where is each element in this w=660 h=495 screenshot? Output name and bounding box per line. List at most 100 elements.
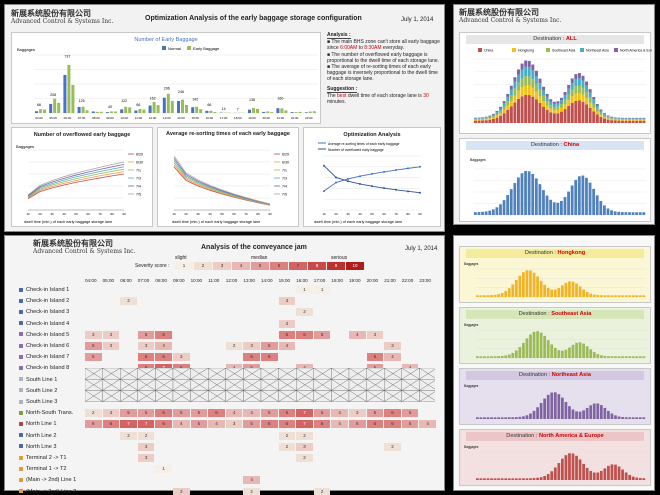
bar-tick-14: 18:00 xyxy=(234,116,242,120)
opt-series-2 xyxy=(323,165,421,194)
analysis-heading: Analysis : xyxy=(327,32,351,40)
bar-tick-18: 22:00 xyxy=(291,116,299,120)
bar-label-3: 125 xyxy=(79,99,85,103)
destination-panel: 新展系统股份有限公司 Advanced Control & Systems Inc… xyxy=(453,4,655,225)
svg-text:10: 10 xyxy=(172,212,176,216)
jam-cell: 6 xyxy=(278,330,296,339)
bar-label-2: 737 xyxy=(64,55,70,59)
company-logo-2: 新展系统股份有限公司 Advanced Control & Systems Inc… xyxy=(33,238,136,255)
bar-tick-9: 13:00 xyxy=(163,116,171,120)
conveyance-jam-panel: 新展系统股份有限公司 Advanced Control & Systems Inc… xyxy=(4,235,445,495)
hour-14:00: 14:00 xyxy=(261,278,273,283)
jam-cell: 3 xyxy=(366,330,384,339)
dest-all-chart: Destination : ALL China Hongkong Southeast… xyxy=(459,32,652,134)
bar-tick-2: 06:00 xyxy=(64,116,72,120)
jam-cell: 3 xyxy=(102,409,120,418)
hour-13:00: 13:00 xyxy=(243,278,255,283)
jam-cell: 4 xyxy=(208,420,225,429)
bar-tick-13: 17:00 xyxy=(220,116,228,120)
legend-4: 7/4 xyxy=(282,185,287,189)
jam-cell: 4 xyxy=(155,342,172,350)
svg-text:60: 60 xyxy=(382,212,386,216)
legend-1: 6/30 xyxy=(136,161,143,165)
hour-11:00: 11:00 xyxy=(208,278,220,283)
jam-row-label: Check-in Island 6 xyxy=(19,343,69,349)
svg-text:50: 50 xyxy=(370,212,374,216)
suggestion-heading: Suggestion : xyxy=(327,85,358,93)
bar-tick-17: 21:00 xyxy=(277,116,285,120)
jam-cell: 7 xyxy=(296,420,313,429)
bar-tick-6: 10:00 xyxy=(120,116,128,120)
bar-tick-5: 09:00 xyxy=(106,116,114,120)
bar-tick-7: 11:00 xyxy=(135,116,143,120)
bar-19-1 xyxy=(308,111,312,113)
jam-cell: 2 xyxy=(243,487,260,495)
optimization-title: Optimization Analysis xyxy=(343,132,401,138)
jam-cell: 6 xyxy=(137,353,155,362)
bar-11-0 xyxy=(191,107,195,113)
bar-6-1 xyxy=(124,106,128,113)
bar-1-2 xyxy=(57,102,61,113)
jam-row-label: Check-in Island 5 xyxy=(19,332,69,338)
hour-04:00: 04:00 xyxy=(85,278,97,283)
hour-08:00: 08:00 xyxy=(155,278,167,283)
jam-cell: 7 xyxy=(296,409,313,418)
bar-15-0 xyxy=(248,109,251,113)
series-1 xyxy=(173,164,271,206)
jam-cell: 2 xyxy=(313,487,331,495)
y-label: Baggages xyxy=(17,47,35,52)
bar-15-1 xyxy=(252,107,255,113)
jam-cell: 3 xyxy=(102,342,120,350)
resort-title: Average re-sorting times of each early b… xyxy=(166,131,290,137)
hour-20:00: 20:00 xyxy=(366,278,379,283)
jam-cell: 2 xyxy=(296,308,313,317)
bar-label-15: 138 xyxy=(249,98,255,102)
svg-text:30: 30 xyxy=(50,212,54,216)
jam-cell: 6 xyxy=(243,353,260,362)
jam-cell: 6 xyxy=(155,420,172,429)
jam-row-label: North Line 1 xyxy=(19,421,56,427)
hour-15:00: 15:00 xyxy=(278,278,291,283)
jam-cell: 2 xyxy=(225,342,243,350)
legend-0: 6/29 xyxy=(282,153,289,157)
svg-text:60: 60 xyxy=(232,212,236,216)
jam-cell: 4 xyxy=(278,342,296,350)
opt-legend-2: Number of overflowed early baggage xyxy=(328,148,384,152)
jam-cell: 3 xyxy=(137,442,155,451)
series-4 xyxy=(27,164,125,197)
severity-3: 3 xyxy=(213,262,231,270)
opt-xlabel: dwell time (min.) of each early baggage … xyxy=(314,220,402,224)
jam-cell: 2 xyxy=(278,431,296,440)
jam-cell: 1 xyxy=(296,286,313,294)
jam-cell: 3 xyxy=(225,420,243,429)
hour-17:00: 17:00 xyxy=(313,278,326,283)
legend-5: 7/5 xyxy=(136,193,141,197)
bar-4-0 xyxy=(91,111,95,113)
opt-legend-1: Average re-sorting times of each early b… xyxy=(328,142,399,146)
jam-row-label: North Line 2 xyxy=(19,433,56,439)
jam-cell: 5 xyxy=(190,420,208,429)
jam-cell: 3 xyxy=(296,442,313,451)
severity-10: 10 xyxy=(346,262,364,270)
bar-tick-8: 12:00 xyxy=(149,116,157,120)
svg-text:70: 70 xyxy=(244,212,248,216)
severity-7: 7 xyxy=(289,262,307,270)
severity-1: 1 xyxy=(175,262,193,270)
severity-9: 9 xyxy=(327,262,345,270)
analysis-line-2: ■ The number of overflowed early baggage… xyxy=(327,51,440,64)
hour-23:00: 23:00 xyxy=(419,278,431,283)
bar-11-2 xyxy=(199,109,203,113)
jam-cell: 3 xyxy=(278,319,296,328)
bar-9-2 xyxy=(170,100,174,113)
bar-3-1 xyxy=(81,106,85,113)
jam-cell: 2 xyxy=(296,454,313,462)
bar-label-9: 296 xyxy=(164,87,170,91)
chart-title: Number of Early Baggage xyxy=(134,37,198,43)
legend-2: Southeast Asia xyxy=(552,49,575,53)
svg-text:70: 70 xyxy=(98,212,102,216)
jam-cell: 3 xyxy=(85,330,102,339)
bar-tick-11: 15:00 xyxy=(191,116,199,120)
series-2 xyxy=(173,162,271,206)
early-baggage-chart: Number of Early Baggage Normal Early Bag… xyxy=(11,32,321,124)
legend-0: 6/29 xyxy=(136,153,143,157)
